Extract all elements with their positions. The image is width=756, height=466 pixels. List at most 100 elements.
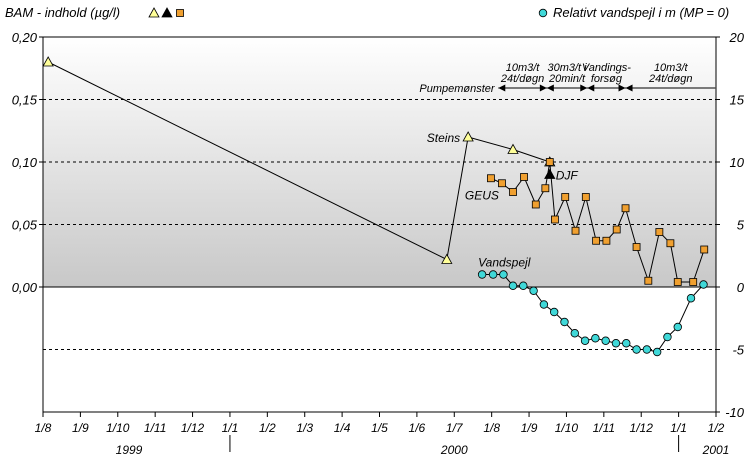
x-tick-label: 1/1	[670, 421, 687, 435]
pump-regime-label: Pumpemønster	[419, 83, 496, 95]
regime-arrow-right	[580, 84, 588, 92]
x-tick-label: 1/2	[708, 421, 725, 435]
vandspejl-point	[560, 317, 569, 327]
steins-point	[42, 56, 54, 67]
geus-point	[520, 173, 528, 181]
steins-point	[441, 253, 453, 264]
year-label: 1999	[116, 443, 143, 457]
vandspejl-point	[663, 332, 672, 342]
series-label-steins: Steins	[427, 131, 460, 145]
vandspejl-point	[642, 345, 652, 354]
x-tick-label: 1/5	[371, 421, 388, 435]
vandspejl-point	[611, 339, 621, 348]
regime-segment-label: Vandings-	[582, 62, 631, 74]
y-right-tick-label: -5	[732, 343, 744, 358]
geus-point	[541, 184, 550, 193]
vandspejl-line	[482, 274, 704, 353]
x-tick-label: 1/10	[555, 421, 579, 435]
geus-point	[632, 243, 641, 251]
vandspejl-point	[539, 300, 549, 309]
vandspejl-point	[499, 270, 508, 279]
geus-point	[689, 278, 698, 286]
vandspejl-point	[632, 345, 641, 354]
vandspejl-point	[699, 280, 708, 289]
vandspejl-point	[508, 281, 518, 290]
year-label: 2000	[440, 443, 468, 457]
x-tick-label: 1/12	[181, 421, 205, 435]
geus-point	[487, 174, 495, 183]
x-tick-label: 1/3	[296, 421, 313, 435]
steins-point	[462, 131, 474, 142]
y-left-tick-label: 0,15	[12, 93, 38, 108]
geus-point	[509, 188, 517, 196]
regime-segment-label: 20min/t	[548, 73, 586, 85]
vandspejl-point	[488, 270, 498, 279]
legend: BAM - indhold (µg/l) Relativt vandspejl i…	[5, 5, 729, 20]
x-tick-label: 1/8	[483, 421, 500, 435]
x-tick-label: 1/9	[72, 421, 89, 435]
legend-marker-triangle-filled	[161, 7, 173, 18]
vandspejl-point	[601, 336, 610, 345]
series	[42, 56, 709, 357]
geus-point	[666, 239, 675, 248]
series-labels: Steins DJF GEUS Vandspejl	[427, 131, 579, 270]
regime-arrow-left	[498, 84, 506, 92]
x-tick-label: 1/9	[521, 421, 538, 435]
geus-point	[498, 179, 506, 188]
x-tick-label: 1/2	[259, 421, 276, 435]
axes: 0,20 0,15 0,10 0,05 0,00 20 15 10 5 0 -5 -10 1/8 1/9 1…	[12, 30, 745, 457]
x-tick-label: 1/10	[106, 421, 130, 435]
regime-segment-label: 30m3/t i	[547, 62, 587, 74]
regime-arrow-right	[618, 84, 626, 92]
year-label: 2001	[702, 443, 730, 457]
vandspejl-point	[622, 339, 631, 348]
geus-point	[571, 226, 580, 235]
legend-marker-circle	[538, 8, 548, 18]
y-right-tick-label: -10	[725, 405, 745, 420]
x-tick-label: 1/11	[144, 421, 166, 435]
grid-lines	[43, 99, 716, 350]
geus-point	[673, 278, 682, 286]
geus-point	[612, 225, 621, 234]
geus-point	[592, 236, 601, 245]
geus-point	[655, 228, 664, 236]
geus-point	[561, 193, 570, 201]
legend-marker-triangle	[148, 7, 160, 18]
y-left-tick-label: 0,00	[12, 280, 38, 295]
x-tick-label: 1/1	[222, 421, 239, 435]
series-label-geus: GEUS	[465, 188, 499, 202]
x-tick-label: 1/4	[334, 421, 351, 435]
legend-marker-square	[176, 9, 184, 17]
legend-right-label: Relativt vandspejl i m (MP = 0)	[553, 5, 729, 20]
vandspejl-point	[673, 322, 682, 332]
geus-point	[602, 236, 611, 245]
series-label-vandspejl: Vandspejl	[478, 256, 531, 270]
x-tick-label: 1/11	[593, 421, 615, 435]
vandspejl-point	[686, 294, 696, 303]
steins-point	[507, 143, 519, 154]
geus-point	[531, 200, 540, 209]
geus-point	[545, 158, 554, 166]
vandspejl-point	[477, 270, 487, 279]
vandspejl-point	[529, 286, 538, 295]
x-tick-label: 1/8	[35, 421, 52, 435]
regime-segment-label: 10m3/t	[506, 62, 541, 74]
vandspejl-point	[549, 307, 559, 317]
vandspejl-point	[570, 329, 579, 338]
regime-segment-label: 24t/døgn	[648, 73, 692, 85]
geus-point	[551, 215, 559, 224]
regime-arrow-left	[587, 84, 595, 92]
series-label-djf: DJF	[556, 169, 579, 183]
y-right-tick-label: 20	[729, 30, 745, 45]
legend-left-label: BAM - indhold (µg/l)	[5, 5, 120, 20]
geus-point	[581, 193, 590, 201]
vandspejl-point	[652, 347, 662, 357]
regime-arrow-left	[625, 84, 633, 92]
x-tick-label: 1/12	[630, 421, 654, 435]
regime-segment-label: 24t/døgn	[500, 73, 544, 85]
regime-arrow-right	[539, 84, 547, 92]
regime-arrow-left	[546, 84, 554, 92]
y-left-tick-label: 0,20	[12, 30, 38, 45]
